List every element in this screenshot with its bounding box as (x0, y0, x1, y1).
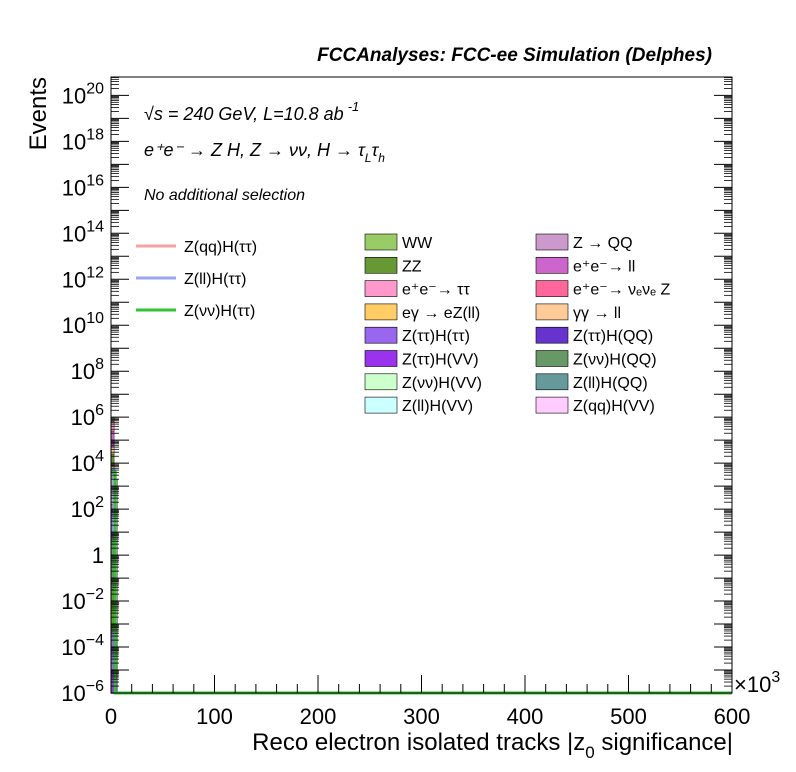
y-tick-label: 10−4 (61, 632, 104, 660)
info-block: √s = 240 GeV, L=10.8 ab -1 e⁺e⁻ → Z H, Z … (144, 99, 385, 204)
selection-text: No additional selection (144, 187, 305, 204)
x-axis: 0 100 200 300 400 500 600 (105, 675, 750, 729)
legend-fill-swatch (535, 396, 569, 414)
x-tick-label: 0 (105, 704, 117, 729)
y-tick-label: 1 (92, 543, 104, 568)
legend-fill-swatch (364, 350, 398, 367)
x-tick-label: 300 (403, 704, 440, 729)
y-tick-label: 1020 (62, 80, 104, 108)
process-tau2: τ (371, 140, 379, 160)
legend-line-label: Z(ll)H(ττ) (184, 271, 246, 288)
x-multiplier: ×10 (734, 672, 771, 697)
legend-fill-label: Z(νν)H(QQ) (573, 352, 657, 369)
legend-fill-swatch (364, 373, 398, 391)
legend-fill-label: Z(qq)H(VV) (573, 398, 655, 415)
legend-fill-swatch (535, 256, 569, 274)
svg-text:×103: ×103 (734, 669, 780, 697)
x-tick-label: 500 (610, 704, 647, 729)
x-tick-label: 100 (196, 704, 233, 729)
legend-fill-swatch (364, 280, 398, 297)
legend-fill-label: Z(νν)H(VV) (402, 375, 482, 392)
legend-fill-label: Z(ττ)H(ττ) (402, 328, 470, 345)
y-tick-label: 1012 (62, 264, 104, 292)
legend-fill-swatch (364, 233, 398, 251)
legend-fill-swatch (535, 303, 569, 321)
y-axis: 1020 1018 1016 1014 1012 1010 108 106 104 102 1 10−… (61, 77, 732, 706)
y-tick-label: 1016 (62, 172, 104, 200)
legend-line-label: Z(νν)H(ττ) (184, 303, 255, 320)
legend-fill-label: ZZ (402, 258, 422, 275)
y-tick-label: 108 (71, 356, 104, 384)
x-tick-label: 200 (300, 704, 337, 729)
process-text: e⁺e⁻ → Z H, Z → νν, H → τ (144, 140, 366, 160)
legend: Z(qq)H(ττ) Z(ll)H(ττ) Z(νν)H(ττ) WW Z → QQ ZZ… (136, 233, 670, 415)
x-axis-title: Reco electron isolated tracks |z0 signif… (252, 729, 733, 762)
legend-fill-label: Z(ll)H(QQ) (573, 375, 648, 392)
legend-fill-swatch (535, 233, 569, 251)
legend-fill-label: eγ → eZ(ll) (402, 305, 480, 322)
series-line (111, 470, 732, 695)
y-tick-label: 10−2 (61, 586, 104, 614)
legend-fill-swatch (535, 326, 569, 344)
legend-fill-label: Z(ll)H(VV) (402, 398, 473, 415)
process-tau1-sub: L (365, 151, 372, 165)
y-tick-label: 10−6 (61, 678, 104, 706)
x-multiplier-exp: 3 (771, 669, 780, 686)
legend-fill-swatch (535, 373, 569, 391)
legend-fill-label: Z(ττ)H(QQ) (573, 328, 653, 345)
x-axis-title-sub: 0 (585, 743, 594, 762)
signal-lines (111, 468, 732, 695)
process-tau2-sub: h (378, 151, 385, 165)
x-tick-label: 400 (507, 704, 544, 729)
y-tick-label: 104 (71, 448, 104, 476)
svg-text:√s = 240 GeV, L=10.8 ab-1: √s = 240 GeV, L=10.8 ab -1 (144, 99, 359, 124)
chart-title: FCCAnalyses: FCC-ee Simulation (Delphes) (317, 45, 712, 66)
legend-fill-label: Z → QQ (573, 235, 633, 252)
y-tick-label: 106 (71, 402, 104, 430)
legend-fill-label: e⁺e⁻→ ll (573, 258, 635, 275)
y-axis-title: Events (25, 77, 52, 150)
legend-line-label: Z(qq)H(ττ) (184, 239, 257, 256)
legend-fill-label: Z(ττ)H(VV) (402, 352, 479, 369)
legend-fill-swatch (535, 280, 569, 297)
legend-fill-swatch (535, 350, 569, 367)
legend-fill-swatch (364, 256, 398, 274)
legend-fill-label: γγ → ll (573, 305, 621, 322)
legend-fill-swatch (364, 396, 398, 414)
y-tick-label: 1018 (62, 126, 104, 154)
y-tick-label: 102 (71, 494, 104, 522)
x-tick-label: 600 (714, 704, 751, 729)
y-tick-label: 1014 (62, 218, 104, 246)
legend-fill-swatch (364, 326, 398, 344)
energy-lumi-text: √s = 240 GeV, L=10.8 ab (144, 104, 344, 124)
legend-fill-swatch (364, 303, 398, 321)
svg-text:e⁺e⁻ → Z H, Z → νν, H → τLτh: e⁺e⁻ → Z H, Z → νν, H → τLτh (144, 140, 385, 165)
legend-fill-label: e⁺e⁻→ νₑνₑ Z (573, 282, 670, 299)
legend-fill-label: WW (402, 235, 433, 252)
lumi-exponent: -1 (348, 99, 360, 114)
legend-fill-label: e⁺e⁻→ ττ (402, 282, 470, 299)
y-tick-label: 1010 (62, 310, 104, 338)
